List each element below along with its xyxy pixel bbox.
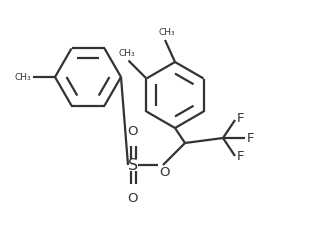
Text: F: F [237,112,245,126]
Text: CH₃: CH₃ [118,49,135,58]
Text: F: F [247,131,255,144]
Text: O: O [159,166,169,179]
Text: O: O [128,192,138,205]
Text: S: S [128,158,138,173]
Text: F: F [237,151,245,164]
Text: O: O [128,125,138,138]
Text: CH₃: CH₃ [159,28,175,37]
Text: CH₃: CH₃ [14,72,31,81]
